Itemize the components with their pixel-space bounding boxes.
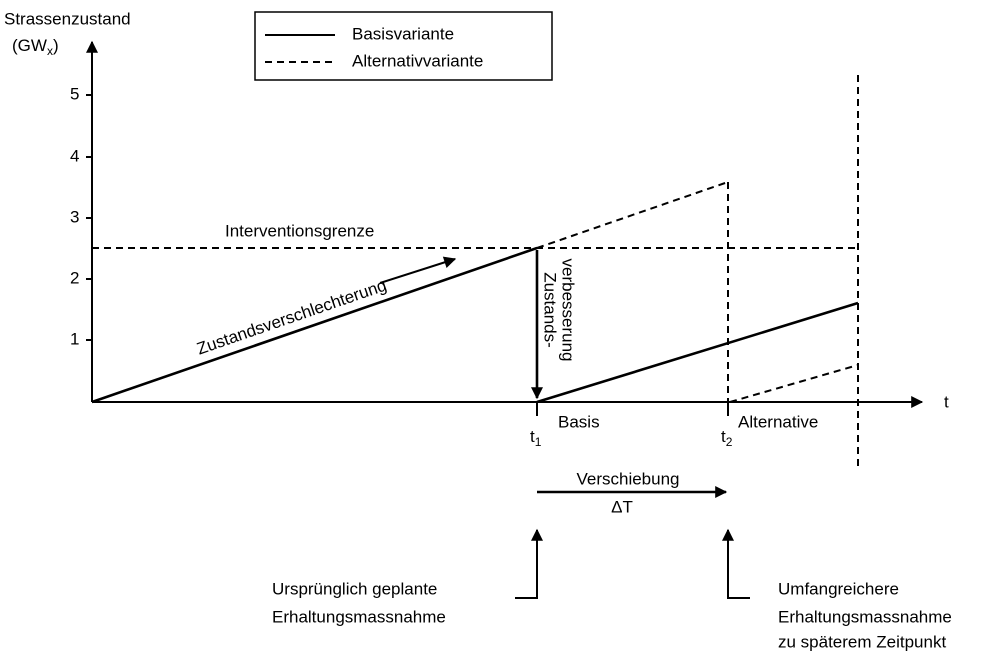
right-note: Erhaltungsmassnahme xyxy=(778,607,952,626)
deterioration-arrow xyxy=(379,256,457,284)
shift-label: Verschiebung xyxy=(576,469,679,488)
y-tick-label: 5 xyxy=(70,84,79,103)
y-axis-title: Strassenzustand xyxy=(4,9,131,28)
t2-label: t2 xyxy=(721,427,733,449)
y-tick-label: 2 xyxy=(70,268,79,287)
t2-caption: Alternative xyxy=(738,412,818,431)
y-tick-label: 3 xyxy=(70,207,79,226)
t1-caption: Basis xyxy=(558,412,600,431)
y-tick-label: 1 xyxy=(70,329,79,348)
x-axis-title: t xyxy=(944,392,949,411)
shift-symbol: ΔT xyxy=(611,497,633,516)
legend xyxy=(254,11,553,81)
alt-after xyxy=(729,364,859,403)
legend-label: Alternativvariante xyxy=(352,51,483,70)
left-note-arrow xyxy=(515,528,543,599)
alt-deterioration xyxy=(536,181,729,249)
limit-label: Interventionsgrenze xyxy=(225,221,374,240)
deterioration-label: Zustandsverschlechterung xyxy=(194,276,389,359)
right-note: zu späterem Zeitpunkt xyxy=(778,632,946,651)
base-deterioration xyxy=(91,246,538,404)
left-note: Erhaltungsmassnahme xyxy=(272,607,446,626)
y-axis-unit: (GWx) xyxy=(12,36,59,58)
t1-label: t1 xyxy=(530,427,542,449)
right-note: Umfangreichere xyxy=(778,579,899,598)
base-after xyxy=(536,301,859,404)
legend-label: Basisvariante xyxy=(352,24,454,43)
y-tick-label: 4 xyxy=(70,146,79,165)
improvement-label: verbesserung xyxy=(559,258,578,361)
y-ticks: 1 2 3 4 5 xyxy=(70,84,92,348)
improvement-label: Zustands- xyxy=(541,272,560,348)
left-note: Ursprünglich geplante xyxy=(272,579,437,598)
right-note-arrow xyxy=(722,528,750,599)
